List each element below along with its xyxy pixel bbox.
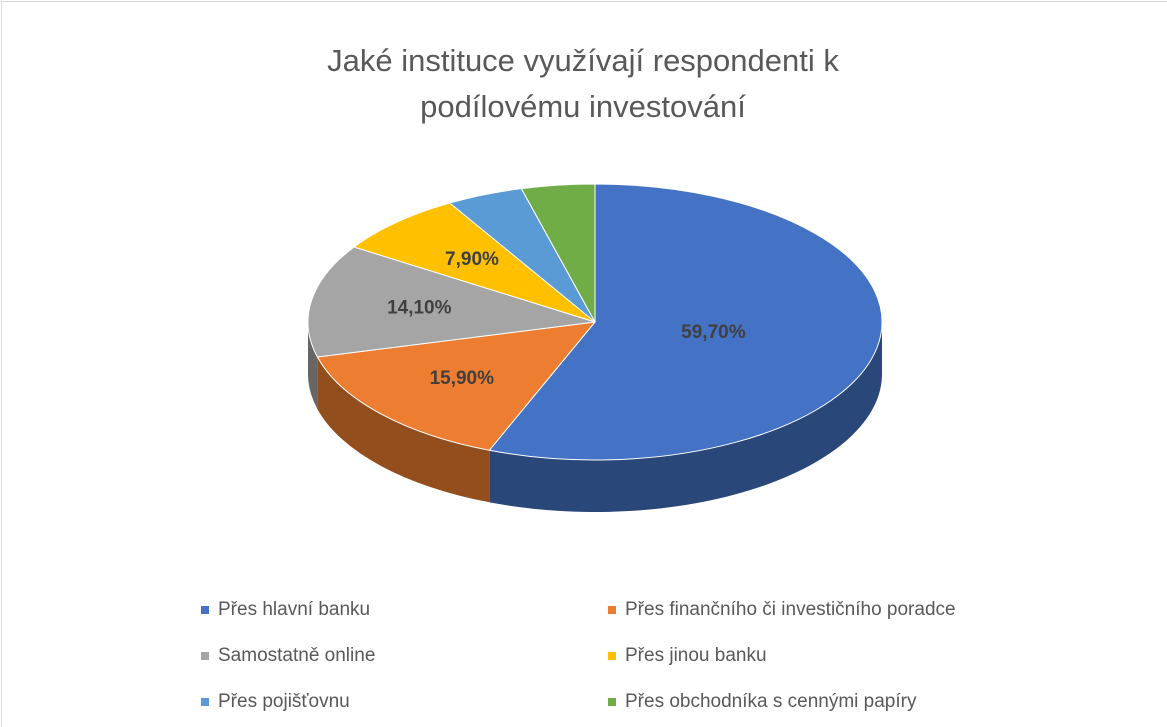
data-label: 7,90% (445, 249, 499, 270)
slice-side (317, 356, 490, 503)
legend-label: Přes jinou banku (625, 645, 767, 666)
legend-label: Přes hlavní banku (218, 599, 370, 620)
slice-top (353, 202, 596, 323)
slice-side (489, 322, 882, 512)
slice-top (316, 321, 597, 451)
legend-swatch (608, 652, 616, 660)
legend-swatch (201, 698, 209, 706)
legend-swatch (608, 698, 616, 706)
legend-label: Přes pojišťovnu (218, 691, 350, 712)
slice-side (308, 322, 318, 409)
legend-swatch (201, 606, 209, 614)
slice (353, 202, 596, 323)
slice (488, 183, 883, 512)
legend-label: Samostatně online (218, 645, 375, 666)
slice-top (488, 183, 883, 461)
data-label: 14,10% (387, 297, 452, 318)
legend-label: Přes finančního či investičního poradce (625, 599, 956, 620)
legend-swatch (608, 606, 616, 614)
slice-top (520, 183, 596, 323)
slice (520, 183, 596, 323)
slice-top (307, 246, 596, 358)
slice (307, 246, 596, 409)
data-label: 15,90% (430, 368, 495, 389)
legend-swatch (201, 652, 209, 660)
legend-label: Přes obchodníka s cennými papíry (625, 691, 917, 712)
chart-title: Jaké instituce využívají respondenti k p… (327, 43, 839, 124)
data-label: 59,70% (681, 322, 746, 343)
slice (316, 321, 597, 503)
